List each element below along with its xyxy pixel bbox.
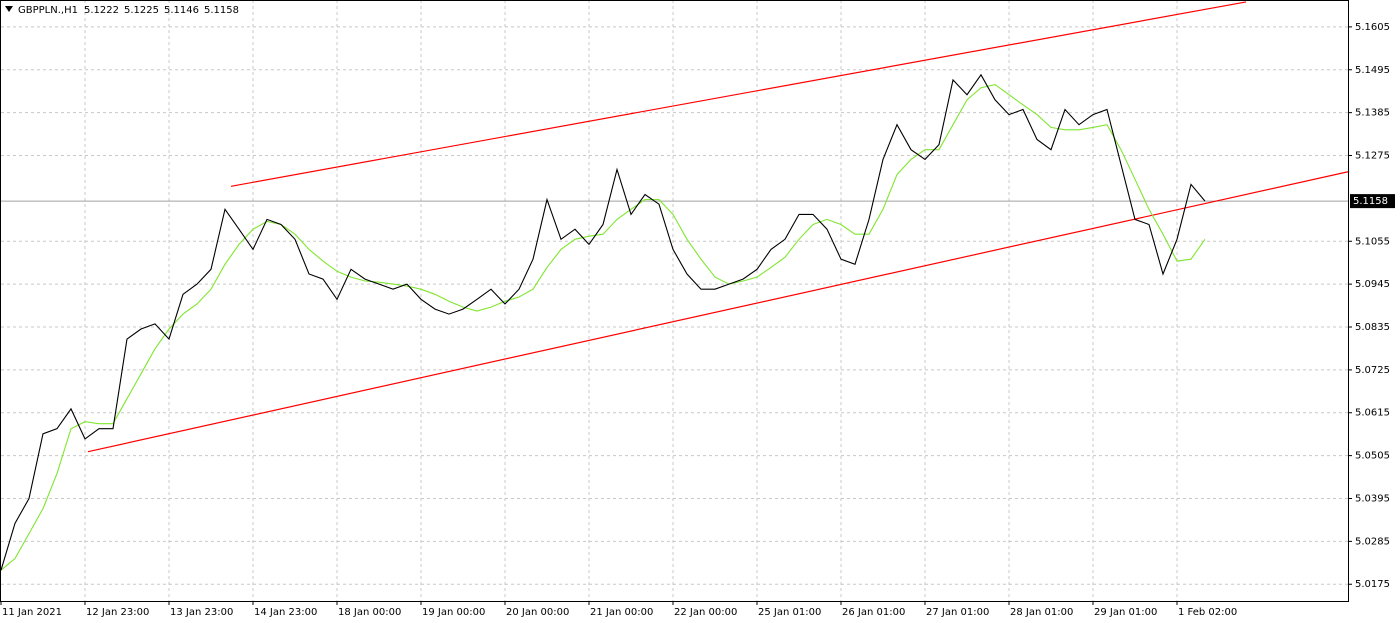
y-tick-label: 5.1275	[1355, 151, 1390, 162]
y-tick-label: 5.0505	[1355, 451, 1390, 462]
y-tick-label: 5.1605	[1355, 22, 1390, 33]
plot	[0, 1, 1350, 571]
header-value: 5.1146	[164, 5, 199, 16]
x-tick-label: 25 Jan 01:00	[758, 607, 821, 618]
y-tick-label: 5.0175	[1355, 579, 1390, 590]
y-tick-label: 5.0395	[1355, 493, 1390, 504]
price-label: 5.1158	[1353, 196, 1388, 207]
y-tick-label: 5.1385	[1355, 108, 1390, 119]
series-line	[0, 84, 1206, 571]
x-tick-label: 21 Jan 00:00	[590, 607, 653, 618]
x-tick-label: 22 Jan 00:00	[674, 607, 737, 618]
y-tick-label: 5.0945	[1355, 279, 1390, 290]
x-tick-label: 14 Jan 23:00	[254, 607, 317, 618]
plot-border	[0, 0, 1349, 602]
trend-line	[87, 170, 1350, 453]
x-tick-label: 20 Jan 00:00	[506, 607, 569, 618]
x-tick-label: 27 Jan 01:00	[926, 607, 989, 618]
x-tick-label: 19 Jan 00:00	[422, 607, 485, 618]
y-tick-label: 5.1495	[1355, 65, 1390, 76]
y-tick-label: 5.0285	[1355, 536, 1390, 547]
chart-title: GBPPLN.,H1	[18, 5, 78, 16]
x-tick-label: 18 Jan 00:00	[338, 607, 401, 618]
x-tick-label: 1 Feb 02:00	[1178, 607, 1237, 618]
x-tick-label: 29 Jan 01:00	[1094, 607, 1157, 618]
price-label-box	[1350, 194, 1395, 209]
header-value: 5.1222	[84, 5, 119, 16]
x-tick-label: 12 Jan 23:00	[86, 607, 149, 618]
y-tick-label: 5.0725	[1355, 365, 1390, 376]
y-tick-label: 5.0615	[1355, 408, 1390, 419]
trend-line	[230, 1, 1247, 187]
y-tick-label: 5.1055	[1355, 236, 1390, 247]
x-tick-label: 13 Jan 23:00	[170, 607, 233, 618]
x-tick-label: 11 Jan 2021	[2, 607, 62, 618]
series-line	[0, 73, 1206, 571]
header-values: 5.1222 5.1225 5.1146 5.1158	[84, 5, 239, 16]
header-value: 5.1225	[124, 5, 159, 16]
x-tick-label: 28 Jan 01:00	[1010, 607, 1073, 618]
header-value: 5.1158	[204, 5, 239, 16]
grid	[1, 0, 1348, 601]
x-tick-label: 26 Jan 01:00	[842, 607, 905, 618]
header-arrow	[5, 6, 13, 12]
y-tick-label: 5.0835	[1355, 322, 1390, 333]
